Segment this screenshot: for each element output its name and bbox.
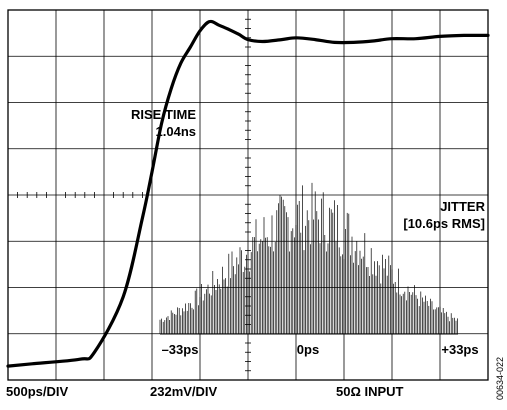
jitter-label: JITTER [440,199,485,214]
input-impedance: 50Ω INPUT [336,384,404,399]
figure-code: 00634-022 [495,357,505,400]
vertical-scale: 232mV/DIV [150,384,218,399]
rise-time-value: 1.04ns [156,124,196,139]
histogram-tick-right: +33ps [441,342,478,357]
jitter-histogram [159,182,458,335]
histogram-tick-left: –33ps [162,342,199,357]
center-axis-ticks [17,18,251,372]
jitter-value: [10.6ps RMS] [403,216,485,231]
horizontal-scale: 500ps/DIV [6,384,68,399]
histogram-tick-center: 0ps [297,342,319,357]
rise-time-label: RISE TIME [131,107,196,122]
rise-time-waveform [6,19,490,368]
